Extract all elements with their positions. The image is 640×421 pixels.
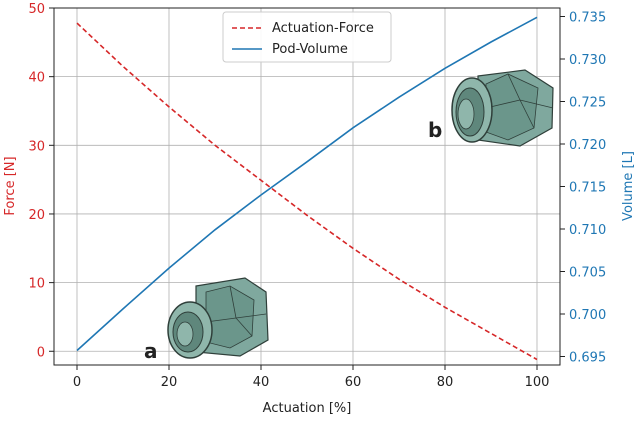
series-line-pod-volume [76,16,538,352]
y-right-tick-label: 0.700 [569,308,606,323]
panel-label-b: b [428,118,442,142]
legend-label-force: Actuation-Force [272,21,374,36]
y-axis-left-label: Force [N] [3,156,18,215]
y-left-tick-label: 40 [28,71,45,86]
x-tick-label: 40 [253,375,270,390]
x-tick-label: 60 [345,375,362,390]
y-left-tick-label: 10 [28,277,45,292]
y-left-tick-label: 20 [28,208,45,223]
legend-label-volume: Pod-Volume [272,42,348,57]
series-line-actuation-force [76,22,538,361]
y-right-tick-label: 0.710 [569,223,606,238]
x-tick-label: 100 [525,375,550,390]
y-axis-right: 0.695 0.700 0.705 0.710 0.715 0.720 0.725 0.730… [560,11,606,366]
series-layer [76,16,538,361]
pod-illustration-a [167,277,269,359]
x-tick-label: 80 [437,375,454,390]
panel-label-a: a [144,339,158,363]
legend: Actuation-Force Pod-Volume [222,11,392,63]
pod-illustration-b [451,69,554,147]
x-tick-label: 0 [73,375,81,390]
x-axis: 0 20 40 60 80 100 [73,365,550,390]
y-axis-left: 0 10 20 30 40 50 [28,2,54,360]
y-axis-right-label: Volume [L] [621,151,636,221]
y-right-tick-label: 0.695 [569,351,606,366]
y-right-tick-label: 0.725 [569,96,606,111]
y-right-tick-label: 0.730 [569,53,606,68]
x-axis-label: Actuation [%] [263,401,352,416]
y-left-tick-label: 30 [28,139,45,154]
y-right-tick-label: 0.735 [569,11,606,26]
y-right-tick-label: 0.715 [569,181,606,196]
y-left-tick-label: 50 [28,2,45,17]
y-right-tick-label: 0.720 [569,138,606,153]
y-left-tick-label: 0 [37,345,45,360]
x-tick-label: 20 [161,375,178,390]
y-right-tick-label: 0.705 [569,266,606,281]
legend-box [222,11,392,63]
